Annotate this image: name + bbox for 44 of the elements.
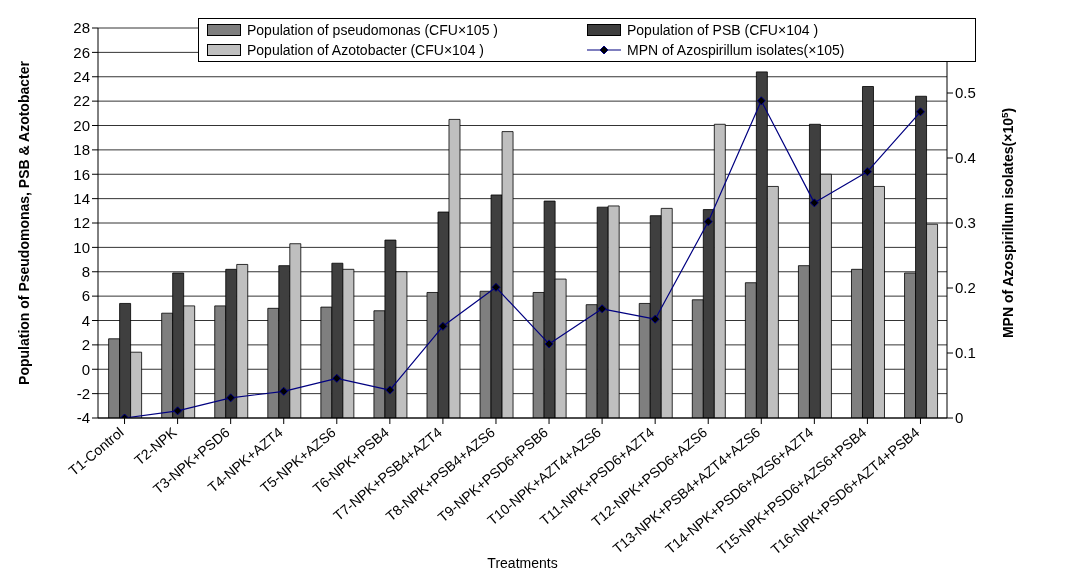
y-tick-label: 24: [73, 68, 90, 86]
legend-label: MPN of Azospirillum isolates(×105): [627, 42, 845, 58]
y-tick-label: -2: [76, 384, 90, 402]
point: [385, 385, 395, 395]
legend-label: Population of pseudomonas (CFU×105 ): [247, 22, 498, 38]
y2-tick-label: 0.5: [955, 84, 976, 102]
y-tick-label: 12: [73, 214, 90, 232]
point: [597, 304, 607, 314]
point: [332, 373, 342, 383]
x-axis-title: Treatments: [487, 555, 558, 571]
y2-tick-label: 0.2: [955, 279, 976, 297]
legend-label: Population of PSB (CFU×104 ): [627, 22, 819, 38]
y-tick-label: 22: [73, 92, 90, 110]
y2-tick-label: 0: [955, 409, 964, 427]
y-axis-title: Population of Pseudomonas, PSB & Azotobacter: [15, 60, 32, 385]
y2-tick-label: 0.4: [955, 149, 976, 167]
y-tick-label: 6: [81, 287, 90, 305]
point: [756, 96, 766, 106]
point: [703, 217, 713, 227]
point: [914, 107, 925, 119]
y-tick-label: 8: [81, 263, 90, 281]
y2-tick-label: 0.3: [955, 214, 976, 232]
y-tick-label: 28: [73, 19, 90, 37]
y-tick-label: -4: [76, 409, 90, 427]
point: [544, 339, 554, 349]
legend-label: Population of Azotobacter (CFU×104 ): [247, 42, 484, 58]
y2-tick-label: 0.1: [955, 344, 976, 362]
y-tick-label: 26: [73, 43, 90, 61]
y-tick-label: 2: [81, 336, 90, 354]
point: [650, 314, 660, 324]
point: [173, 406, 183, 416]
point: [809, 198, 819, 208]
point: [862, 167, 872, 177]
point: [491, 282, 501, 292]
point: [279, 386, 289, 396]
y-tick-label: 20: [73, 116, 90, 134]
y-tick-label: 0: [81, 360, 90, 378]
point: [226, 393, 236, 403]
y-tick-label: 14: [73, 189, 90, 207]
y-tick-label: 10: [73, 238, 90, 256]
y-tick-label: 16: [73, 165, 90, 183]
y-tick-label: 18: [73, 141, 90, 159]
point: [438, 321, 448, 331]
y-tick-label: 4: [81, 311, 90, 329]
